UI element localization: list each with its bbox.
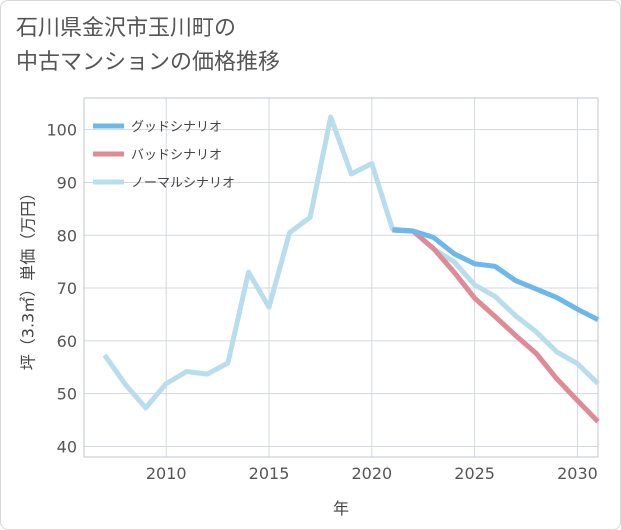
- y-tick-label: 60: [57, 332, 77, 351]
- series-line-0: [392, 227, 600, 322]
- y-tick-label: 70: [57, 279, 77, 298]
- x-axis-label: 年: [333, 499, 349, 518]
- x-tick-labels: 2010 2015 2020 2025 2030: [146, 464, 598, 483]
- x-tick-label: 2025: [454, 464, 495, 483]
- plot-area: [83, 97, 599, 458]
- legend-label-0: グッドシナリオ: [131, 120, 222, 135]
- y-tick-label: 90: [57, 173, 77, 192]
- legend-label-1: バッドシナリオ: [131, 148, 222, 163]
- series-line-2: [102, 114, 600, 411]
- chart-title-line2: 中古マンションの価格推移: [16, 50, 281, 75]
- x-tick-label: 2020: [351, 464, 392, 483]
- x-tick-label: 2010: [146, 464, 187, 483]
- grid: [84, 98, 598, 457]
- chart-title: 石川県金沢市玉川町の 中古マンションの価格推移: [16, 12, 596, 80]
- y-tick-label: 80: [57, 226, 77, 245]
- y-tick-label: 40: [57, 437, 77, 456]
- x-tick-label: 2015: [249, 464, 290, 483]
- x-tick-label: 2030: [557, 464, 598, 483]
- y-axis-label: 坪（3.3㎡）単価（万円）: [19, 185, 38, 370]
- plot-border: [83, 97, 599, 458]
- series-layer: [102, 114, 600, 424]
- chart-title-line1: 石川県金沢市玉川町の: [16, 16, 237, 41]
- series-line-1: [392, 227, 600, 424]
- y-tick-labels: 40 50 60 70 80 90 100: [46, 121, 77, 457]
- y-tick-label: 50: [57, 385, 77, 404]
- legend-label-2: ノーマルシナリオ: [131, 176, 235, 191]
- y-tick-label: 100: [46, 121, 77, 140]
